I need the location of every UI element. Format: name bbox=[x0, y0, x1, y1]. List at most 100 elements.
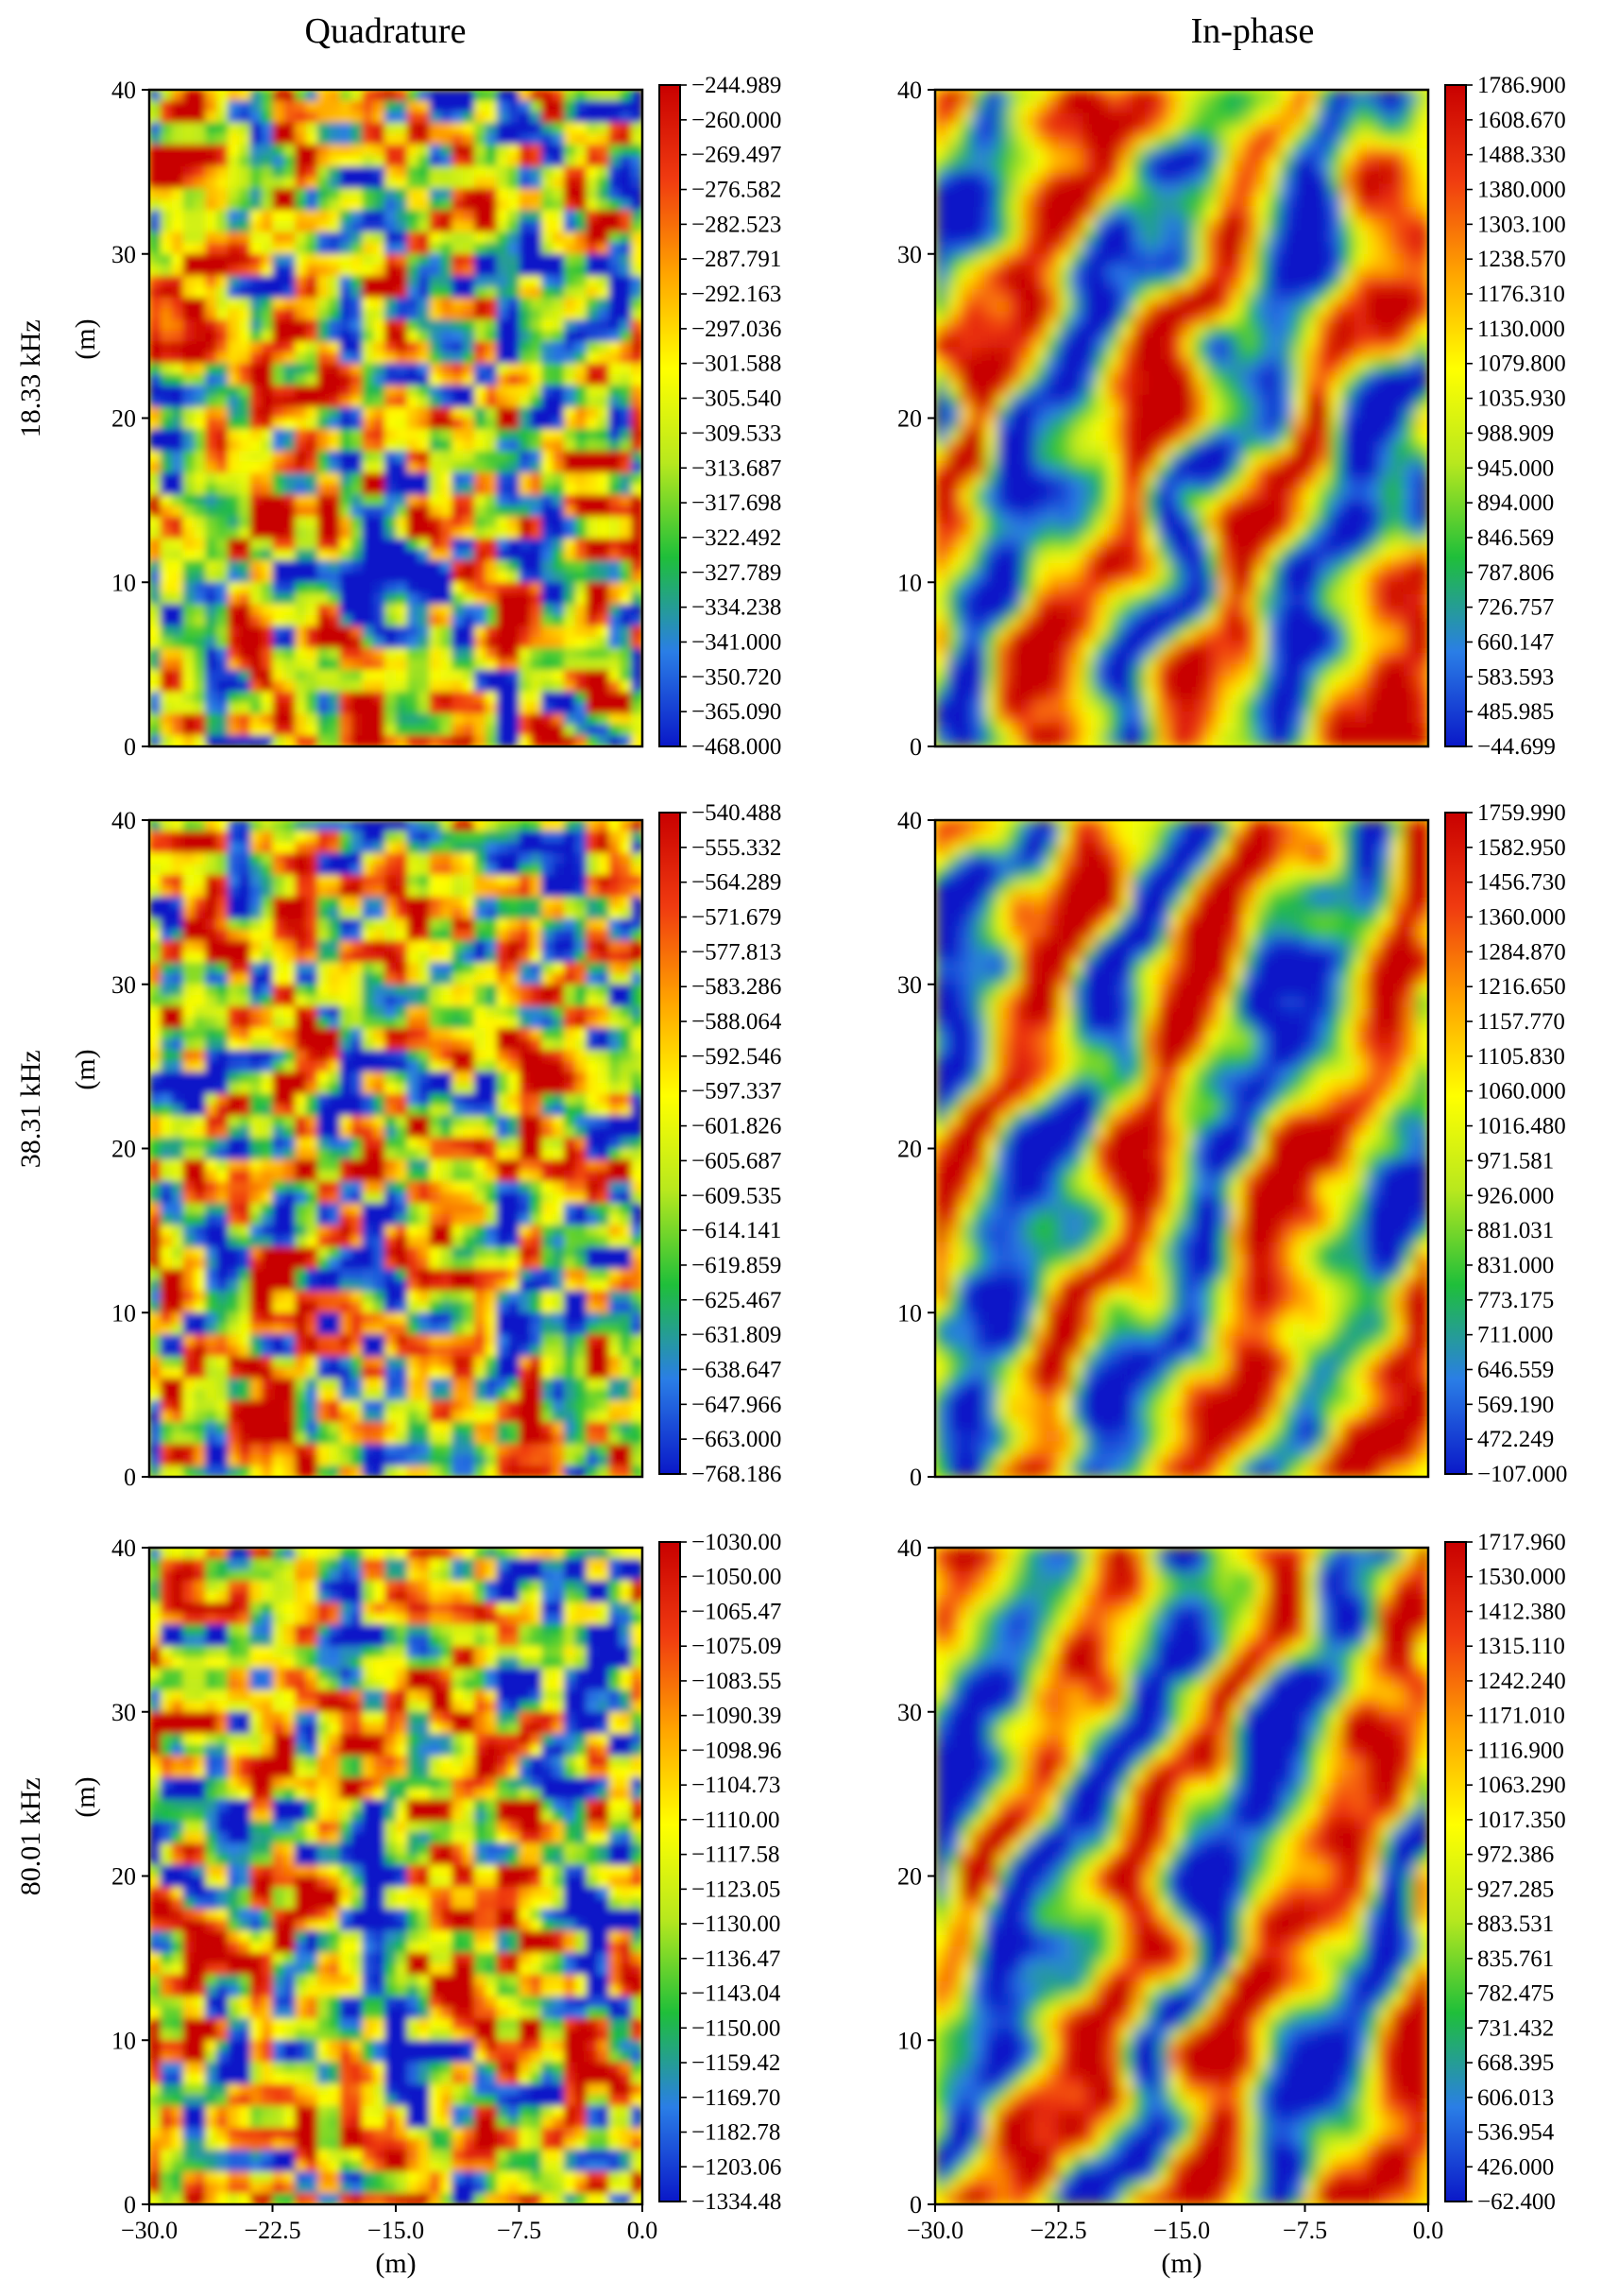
colorbar-tick-label: 1303.100 bbox=[1477, 212, 1566, 237]
y-tick-label: 30 bbox=[897, 241, 922, 268]
colorbar-tick-label: 926.000 bbox=[1477, 1183, 1554, 1208]
colorbar-tick-label: 1063.290 bbox=[1477, 1773, 1566, 1798]
row-label: 80.01 kHz bbox=[15, 1777, 46, 1895]
y-tick-label: 10 bbox=[111, 1299, 136, 1327]
colorbar-tick-label: −1169.70 bbox=[691, 2085, 780, 2111]
colorbar-tick-label: −276.582 bbox=[691, 178, 781, 203]
colorbar-tick-label: 1079.800 bbox=[1477, 351, 1566, 377]
colorbar-tick-label: 1456.730 bbox=[1477, 870, 1566, 896]
colorbar-tick-label: 1488.330 bbox=[1477, 143, 1566, 168]
colorbar-tick-label: 583.593 bbox=[1477, 664, 1554, 690]
colorbar-tick-label: 569.190 bbox=[1477, 1392, 1554, 1417]
y-tick-label: 0 bbox=[910, 2191, 922, 2219]
colorbar-tick-label: 646.559 bbox=[1477, 1357, 1554, 1382]
y-tick-label: 0 bbox=[124, 2191, 136, 2219]
colorbar-tick-label: −282.523 bbox=[691, 212, 781, 237]
colorbar-tick-label: 972.386 bbox=[1477, 1842, 1554, 1868]
colorbar-tick-label: −592.546 bbox=[691, 1044, 781, 1070]
colorbar: 1786.900 1608.670 1488.330 1380.000 1303.100… bbox=[1444, 73, 1566, 760]
colorbar-tick-label: −1150.00 bbox=[691, 2015, 780, 2041]
heatmap-field bbox=[935, 90, 1428, 746]
colorbar-tick-label: 1017.350 bbox=[1477, 1808, 1566, 1833]
colorbar-tick-label: −1030.00 bbox=[691, 1530, 781, 1555]
colorbar-tick-label: 782.475 bbox=[1477, 1981, 1554, 2007]
colorbar-tick-label: 1157.770 bbox=[1477, 1009, 1565, 1035]
colorbar-tick-label: −583.286 bbox=[691, 974, 781, 1000]
colorbar-tick-label: 1315.110 bbox=[1477, 1634, 1565, 1659]
column-title-quadrature: Quadrature bbox=[305, 11, 467, 51]
colorbar-tick-label: 1238.570 bbox=[1477, 247, 1566, 272]
colorbar-tick-label: −768.186 bbox=[691, 1462, 781, 1487]
y-tick-label: 0 bbox=[910, 733, 922, 761]
colorbar-tick-label: −663.000 bbox=[691, 1427, 781, 1452]
panel-r2-c1: 0 10 20 30 40 −30.0 −22.5 −15.0 −7.5 0.0 (m) 1717.9… bbox=[897, 1530, 1566, 2279]
colorbar: −1030.00 −1050.00 −1065.47 −1075.09 −1083.55… bbox=[658, 1530, 781, 2215]
colorbar-tick-label: 536.954 bbox=[1477, 2120, 1555, 2146]
colorbar-tick-label: 1216.650 bbox=[1477, 974, 1566, 1000]
y-axis-label: (m) bbox=[70, 1049, 101, 1089]
colorbar-tick-label: 1530.000 bbox=[1477, 1565, 1566, 1590]
colorbar-tick-label: −297.036 bbox=[691, 317, 781, 342]
colorbar-tick-label: −292.163 bbox=[691, 282, 781, 307]
y-tick-label: 20 bbox=[111, 405, 136, 433]
colorbar-tick-label: −313.687 bbox=[691, 455, 781, 481]
colorbar-tick-label: −1110.00 bbox=[691, 1808, 780, 1833]
x-tick-label: −22.5 bbox=[1030, 2217, 1086, 2244]
colorbar-tick-label: −1065.47 bbox=[691, 1599, 781, 1624]
colorbar-tick-label: 846.569 bbox=[1477, 525, 1554, 551]
colorbar-scale bbox=[658, 1541, 681, 2202]
colorbar-tick-label: −287.791 bbox=[691, 247, 781, 272]
colorbar-tick-label: −468.000 bbox=[691, 734, 781, 760]
y-tick-label: 30 bbox=[897, 1699, 922, 1726]
colorbar-tick-label: −619.859 bbox=[691, 1253, 781, 1278]
colorbar-tick-label: −44.699 bbox=[1477, 734, 1556, 760]
y-tick-label: 20 bbox=[897, 1863, 922, 1891]
colorbar-scale bbox=[1444, 1541, 1467, 2202]
heatmap-field bbox=[935, 1548, 1428, 2204]
colorbar-tick-label: −1123.05 bbox=[691, 1876, 780, 1902]
colorbar-tick-label: 1242.240 bbox=[1477, 1669, 1566, 1694]
y-tick-label: 10 bbox=[897, 569, 922, 596]
colorbar-tick-label: −555.332 bbox=[691, 835, 781, 861]
colorbar-tick-label: 1176.310 bbox=[1477, 282, 1565, 307]
y-axis-label: (m) bbox=[70, 318, 101, 359]
colorbar-tick-label: −1334.48 bbox=[691, 2189, 781, 2215]
colorbar-tick-label: −1159.42 bbox=[691, 2050, 780, 2076]
colorbar-tick-label: −322.492 bbox=[691, 525, 781, 551]
colorbar-tick-label: 883.531 bbox=[1477, 1911, 1554, 1937]
column-title-in-phase: In-phase bbox=[1191, 11, 1315, 51]
colorbar-tick-label: 726.757 bbox=[1477, 595, 1554, 621]
colorbar-tick-label: −571.679 bbox=[691, 905, 781, 931]
y-tick-label: 30 bbox=[111, 1699, 136, 1726]
x-tick-label: −7.5 bbox=[497, 2217, 541, 2244]
colorbar-tick-label: 1035.930 bbox=[1477, 386, 1566, 412]
x-tick-label: −30.0 bbox=[121, 2217, 178, 2244]
colorbar: 1717.960 1530.000 1412.380 1315.110 1242.240… bbox=[1444, 1530, 1566, 2215]
y-tick-label: 10 bbox=[897, 1299, 922, 1327]
y-tick-label: 10 bbox=[111, 569, 136, 596]
colorbar-tick-label: −1098.96 bbox=[691, 1738, 781, 1763]
colorbar-tick-label: −365.090 bbox=[691, 699, 781, 725]
y-tick-label: 30 bbox=[111, 971, 136, 999]
colorbar-tick-label: −609.535 bbox=[691, 1183, 781, 1208]
colorbar-tick-label: −1130.00 bbox=[691, 1911, 780, 1937]
y-tick-label: 20 bbox=[111, 1136, 136, 1163]
colorbar-tick-label: 1380.000 bbox=[1477, 178, 1566, 203]
colorbar-tick-label: −334.238 bbox=[691, 595, 781, 621]
colorbar-tick-label: 606.013 bbox=[1477, 2085, 1554, 2111]
colorbar-tick-label: 668.395 bbox=[1477, 2050, 1554, 2076]
colorbar-tick-label: 945.000 bbox=[1477, 455, 1554, 481]
colorbar-tick-label: 787.806 bbox=[1477, 560, 1554, 586]
colorbar-tick-label: 1016.480 bbox=[1477, 1114, 1566, 1139]
colorbar-tick-label: −309.533 bbox=[691, 420, 781, 446]
y-tick-label: 10 bbox=[111, 2027, 136, 2054]
y-tick-label: 20 bbox=[897, 405, 922, 433]
colorbar-tick-label: −1203.06 bbox=[691, 2154, 781, 2180]
colorbar-tick-label: −1050.00 bbox=[691, 1565, 781, 1590]
x-tick-label: −15.0 bbox=[367, 2217, 424, 2244]
colorbar-tick-label: 1412.380 bbox=[1477, 1599, 1566, 1624]
colorbar-tick-label: −305.540 bbox=[691, 386, 781, 412]
colorbar-tick-label: 1717.960 bbox=[1477, 1530, 1566, 1555]
row-label: 18.33 kHz bbox=[15, 319, 46, 437]
